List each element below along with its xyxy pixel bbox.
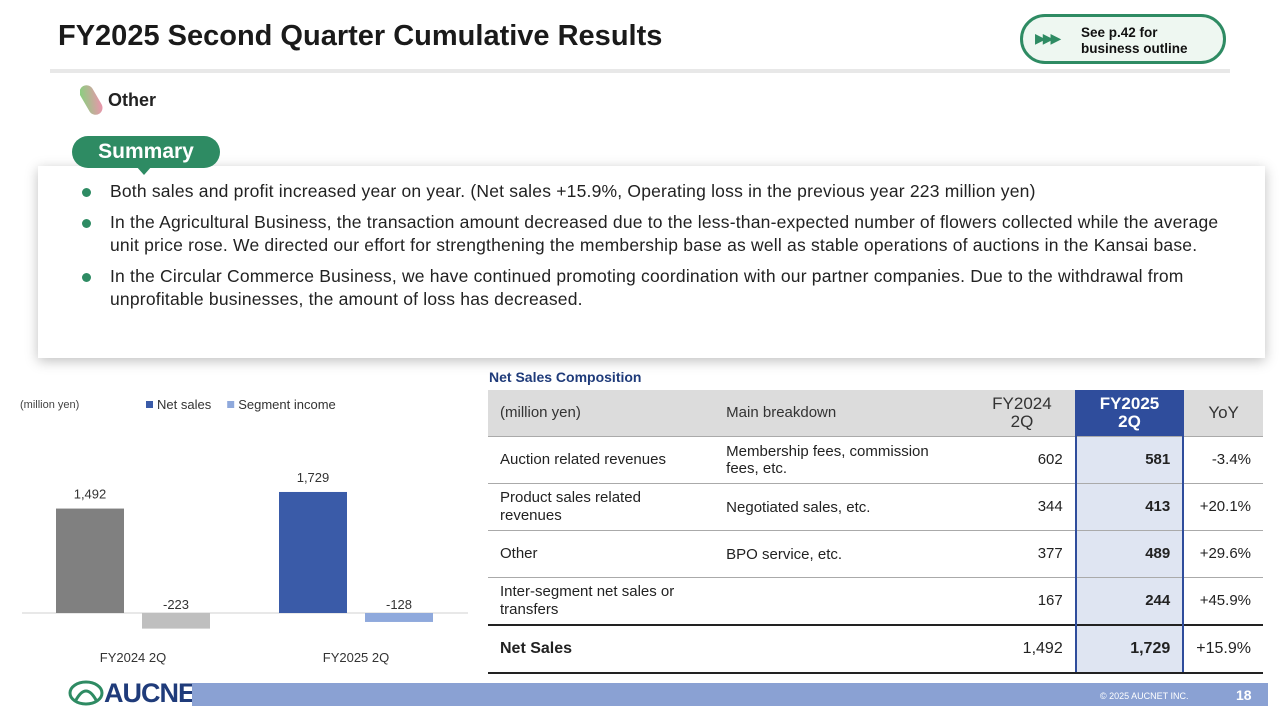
- legend-label: Net sales: [157, 397, 212, 412]
- chart: (million yen) Net sales Segment income FY20…: [20, 397, 468, 665]
- table-cell: Auction related revenues: [488, 436, 715, 484]
- bullet: Both sales and profit increased year on …: [80, 180, 1252, 203]
- table-cell: Other: [488, 530, 715, 578]
- x-tick-label: FY2025 2Q: [323, 650, 390, 665]
- segment-icon: [80, 85, 103, 115]
- divider: [50, 69, 1230, 73]
- footer-bar: [192, 683, 1268, 706]
- x-tick-label: FY2024 2Q: [100, 650, 167, 665]
- table-cell: 244: [1074, 577, 1185, 626]
- page-link[interactable]: ▶▶▶ See p.42 for business outline: [1020, 14, 1226, 64]
- table-row: Auction related revenues Membership fees,…: [488, 436, 1263, 484]
- table-cell: Negotiated sales, etc.: [714, 483, 970, 531]
- table-cell: [714, 577, 970, 626]
- legend-label: Segment income: [238, 397, 336, 412]
- table-cell: 581: [1074, 436, 1185, 484]
- table-cell: +29.6%: [1183, 530, 1263, 578]
- table-cell: 413: [1074, 483, 1185, 531]
- summary-list: Both sales and profit increased year on …: [80, 180, 1252, 319]
- logo-mark: [68, 680, 104, 706]
- copyright: © 2025 AUCNET INC.: [1100, 691, 1189, 701]
- table-cell: +20.1%: [1183, 483, 1263, 531]
- column-header: Main breakdown: [714, 390, 970, 437]
- unit-label: (million yen): [20, 399, 79, 411]
- title: FY2025 Second Quarter Cumulative Results: [58, 20, 663, 52]
- table-title: Net Sales Composition: [489, 369, 642, 385]
- page-number: 18: [1236, 687, 1252, 703]
- data-label: 1,729: [297, 470, 330, 485]
- table-cell: 377: [969, 530, 1076, 578]
- table-cell: Product sales related revenues: [488, 483, 715, 531]
- column-header: YoY: [1183, 390, 1263, 437]
- data-label: 1,492: [74, 487, 107, 502]
- bar: [279, 491, 347, 613]
- segment-name: Other: [108, 90, 157, 110]
- table-row: Net Sales 1,492 1,729 +15.9%: [488, 624, 1263, 674]
- table-cell: +15.9%: [1183, 624, 1263, 674]
- summary-label: Summary: [72, 136, 220, 175]
- table: (million yen) Main breakdown FY2024 2Q FY20…: [488, 390, 1263, 674]
- bar: [56, 508, 124, 613]
- column-header: FY2024 2Q: [969, 390, 1076, 437]
- summary-box: [38, 166, 1265, 358]
- bullet: In the Agricultural Business, the transa…: [80, 211, 1252, 257]
- table-cell: Membership fees, commission fees, etc.: [714, 436, 970, 484]
- table-row: Product sales related revenues Negotiated…: [488, 483, 1263, 531]
- table-row: Other BPO service, etc. 377 489 +29.6%: [488, 530, 1263, 578]
- table-cell: 602: [969, 436, 1076, 484]
- table-cell: 1,492: [969, 624, 1076, 674]
- table-cell: 167: [969, 577, 1076, 626]
- column-header: FY2025 2Q: [1074, 390, 1185, 437]
- legend-swatch: [146, 401, 153, 408]
- table-cell: [714, 624, 970, 674]
- table-cell: -3.4%: [1183, 436, 1263, 484]
- table-cell: 344: [969, 483, 1076, 531]
- table-cell: Net Sales: [488, 624, 715, 674]
- data-label: -128: [386, 597, 412, 612]
- table-cell: 489: [1074, 530, 1185, 578]
- table-row: Inter-segment net sales or transfers 167 2…: [488, 577, 1263, 626]
- bar: [365, 613, 433, 622]
- table-cell: BPO service, etc.: [714, 530, 970, 578]
- column-header: (million yen): [488, 390, 715, 437]
- table-cell: +45.9%: [1183, 577, 1263, 626]
- table-cell: Inter-segment net sales or transfers: [488, 577, 715, 626]
- table-cell: 1,729: [1074, 624, 1185, 674]
- logo: AUCNET: [68, 678, 211, 709]
- legend-swatch: [227, 401, 235, 408]
- data-label: -223: [163, 597, 189, 612]
- bar: [142, 613, 210, 629]
- bullet: In the Circular Commerce Business, we ha…: [80, 265, 1252, 311]
- arrows: ▶▶▶: [1035, 30, 1061, 46]
- link-text: See p.42 for business outline: [1081, 25, 1188, 56]
